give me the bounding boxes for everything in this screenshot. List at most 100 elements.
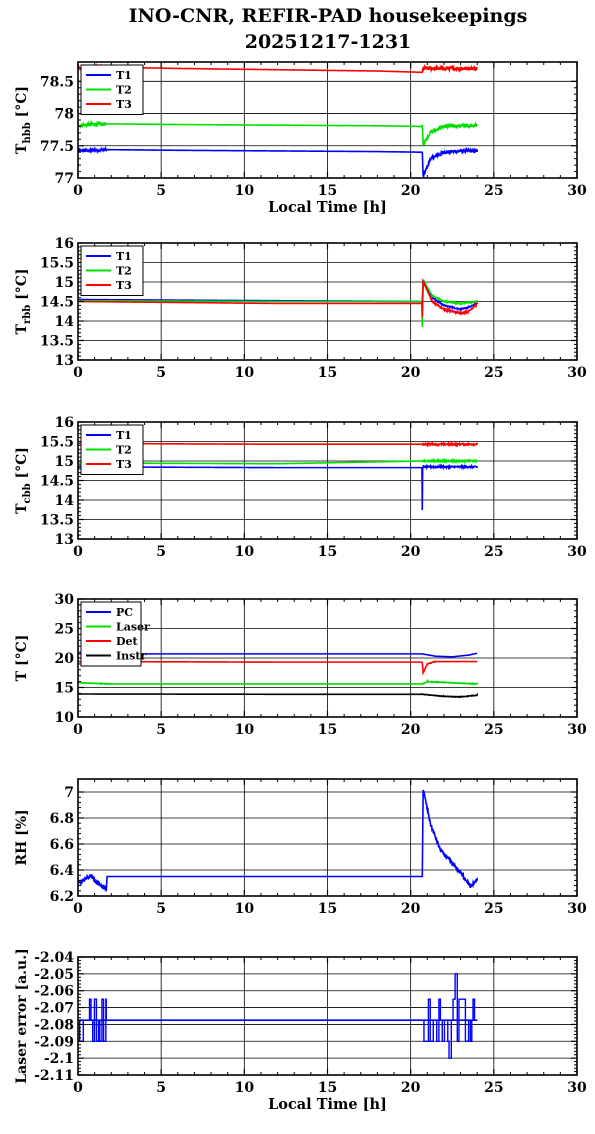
- chart-panel-1: 0 5 10 15 20 25 30 77 77.5 78 78.5 Local Time [h] Th…: [14, 61, 587, 216]
- series-line-pc: [78, 652, 478, 658]
- y-tick-label: 7: [64, 785, 74, 801]
- y-tick-label: 77.5: [40, 139, 74, 155]
- y-axis-label-main: T: [14, 503, 30, 514]
- x-tick-label: 10: [235, 183, 255, 199]
- x-tick-label: 0: [73, 1080, 83, 1096]
- legend-label-t2: T2: [116, 444, 132, 457]
- y-tick-label: 14: [55, 314, 75, 330]
- legend-label-t2: T2: [116, 265, 132, 278]
- y-axis-label: RH [%]: [14, 809, 30, 865]
- y-tick-label: 14: [55, 493, 75, 509]
- x-tick-label: 30: [567, 901, 587, 917]
- x-tick-label: 15: [318, 901, 337, 917]
- legend-label-t1: T1: [116, 429, 132, 442]
- y-tick-label: 78: [55, 107, 74, 123]
- y-axis-label-unit: [°C]: [14, 447, 30, 483]
- x-tick-label: 5: [156, 183, 166, 199]
- y-tick-label: 6.6: [50, 837, 74, 853]
- y-tick-label: -2.05: [34, 967, 74, 983]
- x-tick-label: 30: [567, 544, 587, 560]
- figure-title-line1: INO-CNR, REFIR-PAD housekeepings: [129, 5, 528, 27]
- x-tick-label: 10: [235, 544, 255, 560]
- chart-panels: 0 5 10 15 20 25 30 77 77.5 78 78.5 Local Time [h] Th…: [14, 61, 587, 1113]
- laser-error-steps: [78, 973, 478, 1059]
- y-axis-label-subscript: cbb: [22, 483, 33, 503]
- legend-label-t3: T3: [116, 98, 132, 111]
- y-tick-label: 30: [55, 592, 75, 608]
- y-tick-label: 15: [55, 454, 74, 470]
- x-tick-label: 25: [484, 544, 503, 560]
- x-tick-label: 10: [235, 365, 255, 381]
- legend-label-t1: T1: [116, 69, 132, 82]
- series-line-t1: [78, 145, 479, 178]
- y-tick-label: -2.06: [34, 984, 74, 1000]
- y-tick-label: 15.5: [40, 435, 74, 451]
- y-axis-label: Tcbb [°C]: [14, 447, 33, 514]
- y-tick-label: 13.5: [40, 513, 74, 529]
- y-tick-label: 6.2: [50, 889, 74, 905]
- plot-area: [78, 277, 479, 327]
- series-line-t3: [78, 277, 479, 318]
- x-tick-label: 20: [401, 183, 421, 199]
- y-tick-label: 77: [55, 171, 74, 187]
- x-tick-label: 0: [73, 365, 83, 381]
- chart-panel-3: 0 5 10 15 20 25 30 13 13.5 14 14.5 15 15.5 16 Tcbb [°C…: [14, 415, 587, 560]
- y-tick-label: -2.09: [34, 1034, 74, 1050]
- chart-panel-5: 0 5 10 15 20 25 30 6.2 6.4 6.6 6.8 7 RH [%]: [14, 778, 587, 917]
- y-axis-label-unit: [°C]: [14, 86, 30, 122]
- x-tick-label: 10: [235, 901, 255, 917]
- series-line-t3: [78, 440, 479, 448]
- x-tick-label: 0: [73, 183, 83, 199]
- y-axis-label-unit: [°C]: [14, 269, 30, 305]
- y-tick-label: 13: [55, 353, 74, 369]
- x-tick-label: 5: [156, 901, 166, 917]
- y-axis-label: T [°C]: [14, 635, 30, 682]
- y-tick-label: 16: [55, 236, 74, 252]
- y-tick-label: 14.5: [40, 474, 74, 490]
- y-tick-label: -2.07: [34, 1001, 74, 1017]
- series-line-laser: [78, 678, 479, 686]
- x-tick-label: 0: [73, 722, 83, 738]
- series-line-det: [78, 660, 478, 676]
- y-axis-label: Thbb [°C]: [14, 86, 33, 154]
- chart-panel-2: 0 5 10 15 20 25 30 13 13.5 14 14.5 15 15.5 16 Trbb [°C…: [14, 236, 587, 381]
- plot-area: [78, 652, 479, 699]
- x-tick-label: 25: [484, 365, 503, 381]
- x-tick-label: 20: [401, 1080, 421, 1096]
- y-tick-label: 14.5: [40, 295, 74, 311]
- y-tick-label: -2.08: [34, 1017, 74, 1033]
- legend-label-det: Det: [116, 635, 139, 648]
- x-tick-label: 30: [567, 1080, 587, 1096]
- x-tick-label: 10: [235, 722, 255, 738]
- y-tick-label: 15.5: [40, 256, 74, 272]
- series-line-t2: [78, 120, 479, 148]
- x-tick-label: 30: [567, 365, 587, 381]
- x-tick-label: 25: [484, 722, 503, 738]
- x-tick-label: 15: [318, 722, 337, 738]
- y-tick-label: 15: [55, 275, 74, 291]
- y-tick-label: 25: [55, 622, 74, 638]
- x-tick-label: 5: [156, 1080, 166, 1096]
- x-tick-label: 15: [318, 1080, 337, 1096]
- plot-area: [78, 973, 478, 1059]
- legend-label-t3: T3: [116, 279, 132, 292]
- x-tick-label: 30: [567, 183, 587, 199]
- x-tick-label: 0: [73, 544, 83, 560]
- y-tick-label: 10: [55, 710, 75, 726]
- legend-label-t2: T2: [116, 84, 132, 97]
- legend-box: [80, 424, 144, 475]
- x-tick-label: 0: [73, 901, 83, 917]
- y-axis-label-main: T: [14, 323, 30, 334]
- series-line-t3: [78, 62, 479, 74]
- x-tick-label: 20: [401, 901, 421, 917]
- y-tick-label: 6.4: [50, 863, 75, 879]
- y-axis-label-subscript: rbb: [22, 305, 33, 324]
- x-tick-label: 20: [401, 544, 421, 560]
- series-line-data: [78, 789, 479, 892]
- y-tick-label: -2.1: [44, 1051, 74, 1067]
- series-line-t1: [78, 463, 479, 511]
- legend-label-instr: Instr: [116, 650, 146, 663]
